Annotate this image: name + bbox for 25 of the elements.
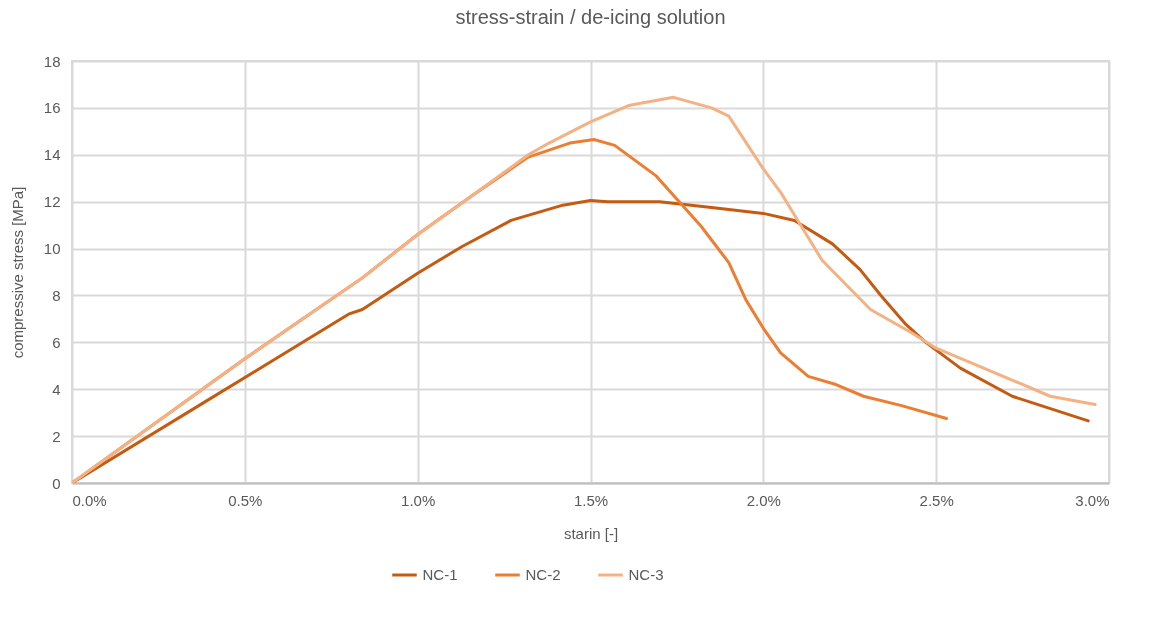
x-tick-label: 1.5% [573, 491, 609, 509]
x-axis-title: starin [-] [563, 524, 619, 542]
chart-title: stress-strain / de-icing solution [455, 6, 726, 28]
y-tick-label: 4 [52, 380, 61, 398]
y-tick-label: 0 [52, 474, 61, 492]
y-tick-label: 12 [43, 193, 61, 211]
x-tick-label: 0.0% [72, 491, 107, 509]
x-tick-label: 1.0% [401, 491, 436, 509]
x-tick-label: 2.0% [746, 491, 781, 509]
x-tick-label: 2.5% [919, 491, 954, 509]
y-tick-label: 16 [43, 99, 61, 117]
y-tick-label: 2 [52, 427, 61, 445]
x-tick-label: 3.0% [1075, 491, 1110, 509]
y-tick-label: 18 [43, 52, 61, 70]
y-tick-label: 14 [43, 146, 61, 164]
x-tick-label: 0.5% [228, 491, 263, 509]
y-tick-label: 8 [52, 286, 61, 304]
legend-label: NC-3 [628, 566, 664, 583]
y-tick-label: 10 [43, 240, 61, 258]
line-series [72, 198, 1090, 483]
legend-label: NC-1 [422, 566, 458, 583]
line-series [72, 95, 1097, 483]
y-tick-label: 6 [52, 333, 61, 351]
y-axis-title: compressive stress [MPa] [8, 186, 26, 359]
legend-label: NC-2 [525, 566, 561, 583]
